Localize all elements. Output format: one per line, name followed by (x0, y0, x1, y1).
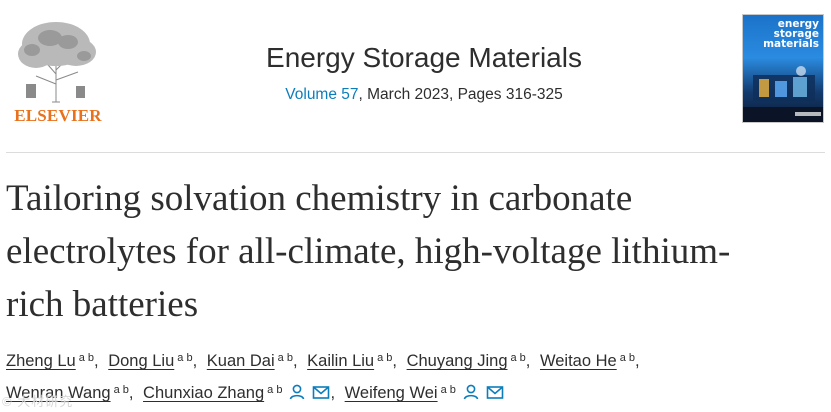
author-item: Weitao He a b (540, 352, 635, 370)
author-name-link[interactable]: Weitao He (539, 352, 617, 370)
author-separator: , (94, 352, 99, 370)
author-affiliation[interactable]: a b (113, 384, 129, 396)
author-item: Zheng Lu a b (6, 352, 94, 370)
envelope-icon[interactable] (486, 381, 504, 399)
journal-title-link[interactable]: Energy Storage Materials (266, 42, 582, 73)
volume-link[interactable]: Volume 57 (285, 86, 359, 103)
article-title: Tailoring solvation chemistry in carbona… (6, 178, 731, 325)
author-separator: , (128, 384, 134, 402)
author-separator: , (525, 352, 531, 370)
author-affiliation[interactable]: a b (619, 352, 636, 364)
journal-header: ELSEVIER Energy Storage Materials Volume… (0, 0, 831, 152)
author-name-link[interactable]: Chunxiao Zhang (143, 384, 265, 402)
cover-artwork (743, 66, 823, 122)
author-separator: , (330, 384, 336, 402)
author-affiliation[interactable]: a b (267, 384, 283, 396)
person-icon[interactable] (288, 381, 306, 400)
author-list: Zheng Lu a b, Dong Liu a b, Kuan Dai a b, K… (6, 344, 826, 408)
author-name-link[interactable]: Kailin Liu (307, 352, 375, 370)
author-affiliation[interactable]: a b (78, 352, 95, 364)
elsevier-wordmark: ELSEVIER (14, 106, 102, 125)
author-item-corresponding: Weifeng Wei a b (345, 384, 504, 402)
author-affiliation[interactable]: a b (277, 352, 293, 364)
elsevier-logo[interactable]: ELSEVIER (6, 14, 106, 126)
journal-issue-info: Volume 57, March 2023, Pages 316-325 (224, 86, 624, 104)
header-divider (6, 152, 825, 153)
author-separator: , (392, 352, 397, 370)
author-name-link[interactable]: Zheng Lu (6, 352, 76, 370)
person-icon[interactable] (462, 381, 480, 400)
author-item: Chuyang Jing a b (407, 352, 526, 370)
author-item: Kailin Liu a b (307, 352, 392, 370)
author-item-corresponding: Chunxiao Zhang a b (143, 384, 330, 402)
author-item: Kuan Dai a b (207, 352, 293, 370)
elsevier-tree-icon (18, 22, 96, 103)
author-item: Wenran Wang a b (6, 384, 129, 402)
author-item: Dong Liu a b (108, 352, 192, 370)
author-name-link[interactable]: Dong Liu (108, 352, 175, 370)
author-name-link[interactable]: Kuan Dai (206, 352, 275, 370)
author-affiliation[interactable]: a b (177, 352, 193, 364)
watermark: © 大材研究 (2, 394, 74, 409)
journal-cover-image[interactable]: energy storage materials (742, 14, 824, 123)
author-separator: , (635, 352, 640, 370)
author-affiliation[interactable]: a b (510, 352, 526, 364)
author-name-link[interactable]: Chuyang Jing (406, 352, 508, 370)
author-affiliation[interactable]: a b (377, 352, 393, 364)
author-affiliation[interactable]: a b (440, 384, 456, 396)
author-name-link[interactable]: Weifeng Wei (344, 384, 438, 402)
author-separator: , (292, 352, 298, 370)
envelope-icon[interactable] (312, 381, 330, 399)
cover-title: energy storage materials (763, 18, 819, 50)
author-name-link[interactable]: Wenran Wang (6, 384, 111, 402)
author-separator: , (192, 352, 198, 370)
issue-details: , March 2023, Pages 316-325 (358, 86, 563, 103)
